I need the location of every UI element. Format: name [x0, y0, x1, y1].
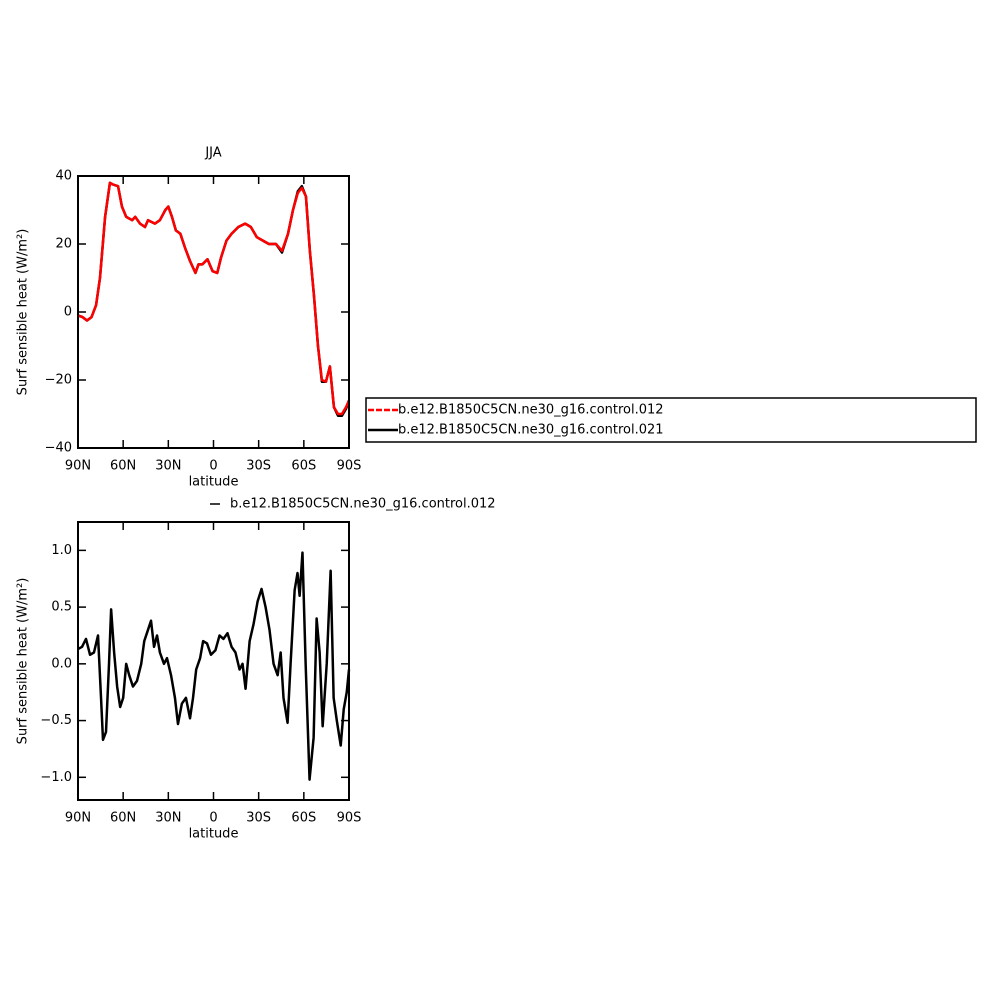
- y-tick-label: −20: [45, 373, 72, 388]
- y-tick-label: −0.5: [40, 713, 72, 728]
- y-tick-label: −1.0: [40, 770, 72, 785]
- x-tick-label: 90S: [337, 811, 362, 826]
- x-tick-label: 60S: [291, 811, 316, 826]
- x-tick-label: 30S: [246, 459, 271, 474]
- x-tick-label: 90N: [65, 811, 91, 826]
- y-tick-label: 0.0: [51, 656, 72, 671]
- x-tick-label: 60N: [110, 459, 136, 474]
- legend-label: b.e12.B1850C5CN.ne30_g16.control.012: [398, 403, 664, 418]
- y-tick-label: 1.0: [51, 543, 72, 558]
- y-tick-label: −40: [45, 441, 72, 456]
- y-axis-label: Surf sensible heat (W/m²): [16, 229, 31, 396]
- y-tick-label: 0.5: [51, 600, 72, 615]
- series-line: [77, 551, 351, 781]
- x-axis-label: latitude: [189, 827, 239, 842]
- x-axis-label: latitude: [189, 475, 239, 490]
- x-tick-label: 0: [209, 811, 217, 826]
- legend-label: b.e12.B1850C5CN.ne30_g16.control.021: [398, 423, 664, 438]
- x-tick-label: 30S: [246, 811, 271, 826]
- x-tick-label: 0: [209, 459, 217, 474]
- x-tick-label: 90S: [337, 459, 362, 474]
- x-tick-label: 30N: [155, 811, 181, 826]
- x-tick-label: 90N: [65, 459, 91, 474]
- x-tick-label: 60S: [291, 459, 316, 474]
- chart-title: JJA: [204, 146, 221, 161]
- y-tick-label: 0: [64, 305, 72, 320]
- x-tick-label: 60N: [110, 811, 136, 826]
- plot-frame: [77, 175, 350, 449]
- y-tick-label: 40: [55, 169, 72, 184]
- x-tick-label: 30N: [155, 459, 181, 474]
- plot-frame: [77, 521, 350, 801]
- y-axis-label: Surf sensible heat (W/m²): [16, 578, 31, 745]
- y-tick-label: 20: [55, 237, 72, 252]
- legend-label: b.e12.B1850C5CN.ne30_g16.control.012: [230, 497, 496, 512]
- series-line: [77, 181, 351, 416]
- legend-box: [365, 397, 977, 443]
